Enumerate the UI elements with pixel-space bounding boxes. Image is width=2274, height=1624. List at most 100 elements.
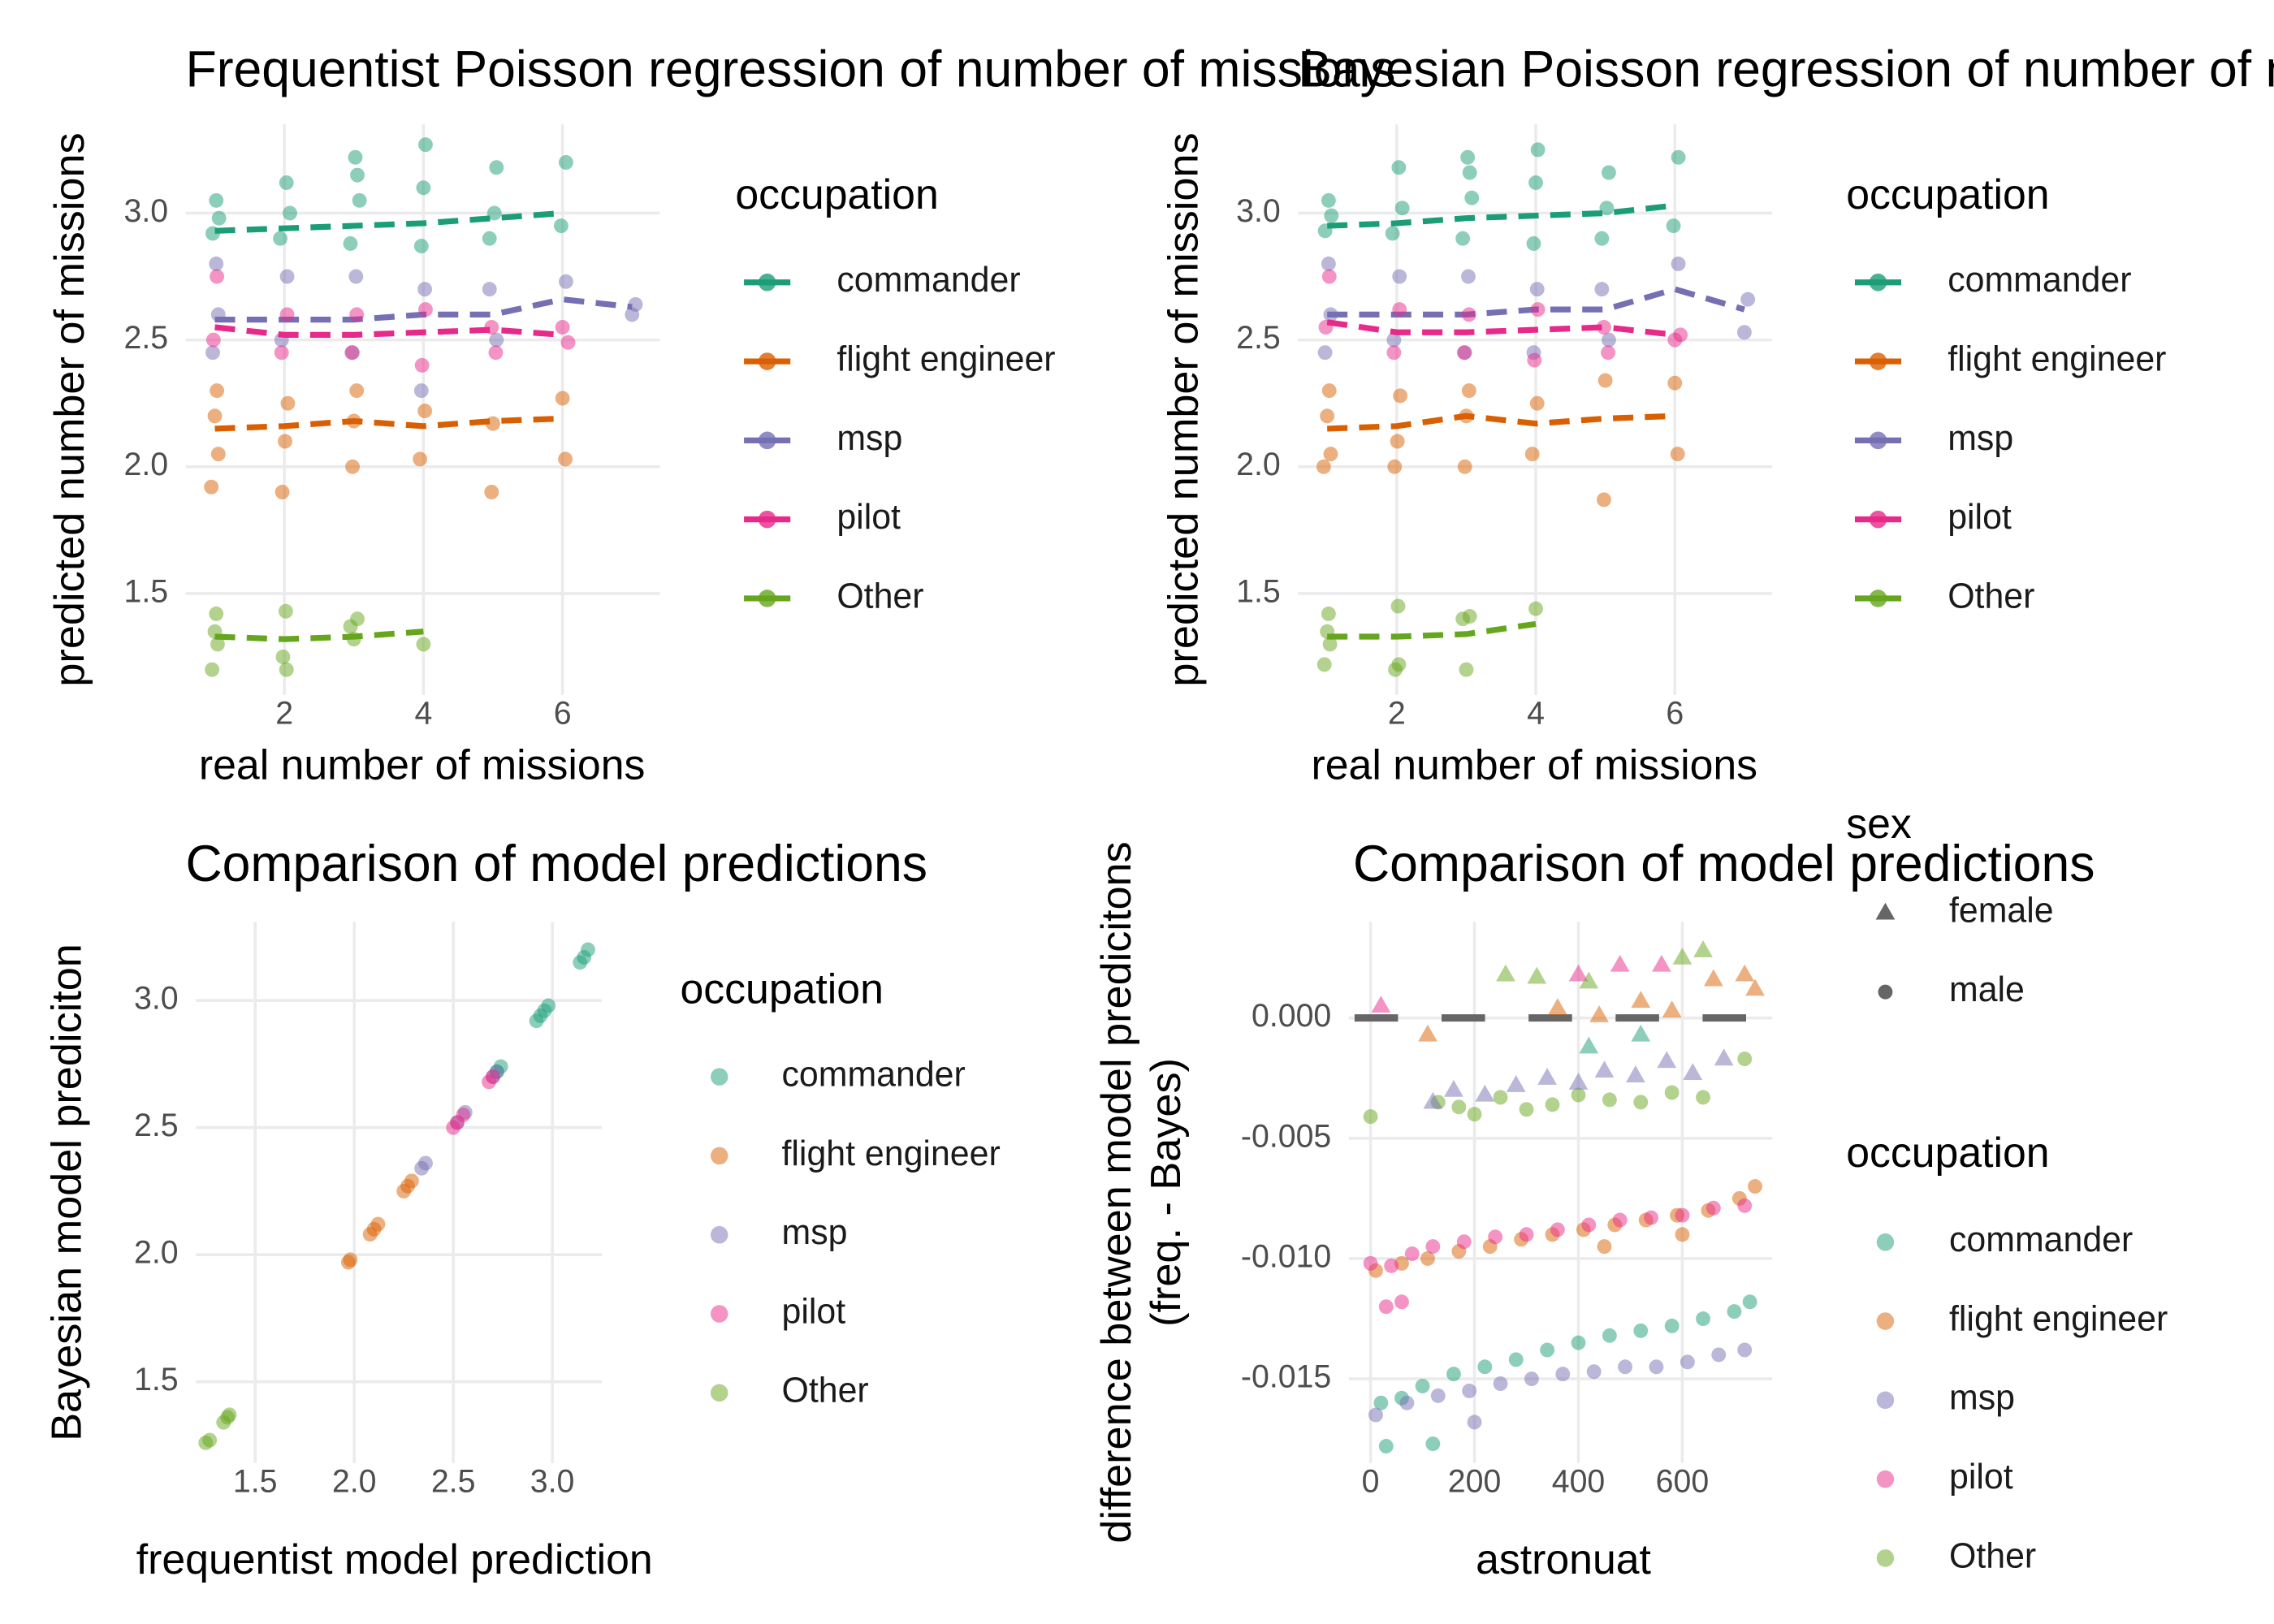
point (1446, 1367, 1461, 1382)
point (278, 434, 292, 449)
point (1462, 165, 1477, 180)
point (1742, 1294, 1757, 1310)
trend-line (214, 415, 563, 432)
point (541, 998, 556, 1013)
legend-key (1876, 1233, 1895, 1251)
point (560, 335, 576, 350)
point (1528, 601, 1543, 616)
legend-key (1869, 431, 1887, 450)
legend-key (758, 352, 776, 370)
point (1378, 1299, 1394, 1315)
legend-label: msp (1949, 1379, 2015, 1418)
point (205, 345, 220, 361)
point (1696, 1311, 1710, 1327)
trend-line (214, 209, 563, 234)
point (1703, 969, 1723, 987)
point (1423, 1091, 1443, 1109)
point (417, 404, 433, 419)
point (1594, 1060, 1615, 1078)
point (1737, 1342, 1753, 1358)
legend-label: flight engineer (782, 1134, 1001, 1173)
y-tick-label: 1.5 (134, 1362, 179, 1397)
point (418, 302, 433, 317)
point (1530, 142, 1546, 158)
point (1528, 175, 1543, 190)
point (1748, 1179, 1762, 1194)
point (350, 611, 365, 627)
x-axis-label: real number of missions (1312, 742, 1758, 789)
point (1321, 383, 1337, 399)
point (211, 210, 227, 226)
legend-key (758, 510, 776, 529)
legend-label: pilot (1948, 498, 2012, 537)
point (1680, 1354, 1695, 1370)
legend-title: occupation (681, 965, 884, 1013)
point (1671, 149, 1686, 165)
point (1706, 1200, 1721, 1216)
point (1420, 1250, 1435, 1266)
legend-label: male (1949, 970, 2025, 1009)
point (1662, 1000, 1682, 1017)
point (1633, 1095, 1649, 1110)
point (1392, 302, 1407, 317)
point (1368, 1407, 1383, 1423)
legend-label: pilot (837, 498, 901, 537)
point (343, 235, 358, 251)
point (222, 1407, 237, 1423)
point (279, 307, 295, 322)
point (1727, 1304, 1742, 1320)
point (1459, 662, 1474, 677)
legend-label: commander (837, 261, 1020, 300)
point (1594, 231, 1610, 246)
y-tick-label: 3.0 (134, 980, 179, 1016)
point (488, 345, 504, 361)
y-tick-label: -0.005 (1241, 1118, 1331, 1154)
point (1599, 201, 1615, 216)
point (1316, 459, 1331, 474)
point (558, 451, 573, 467)
point (1649, 1359, 1664, 1375)
y-tick-label: 2.5 (134, 1108, 179, 1143)
point (1519, 1227, 1534, 1242)
point (1464, 190, 1480, 205)
point (210, 269, 225, 284)
point (1737, 1198, 1753, 1213)
point (344, 345, 360, 361)
point (1631, 1024, 1651, 1042)
chart-title: Comparison of model predictions (1353, 836, 2095, 892)
point (485, 1069, 500, 1085)
point (489, 332, 504, 348)
point (1373, 1395, 1389, 1410)
point (1386, 345, 1402, 361)
point (1461, 307, 1476, 322)
point (1602, 332, 1616, 348)
point (1675, 1207, 1690, 1223)
point (1457, 459, 1472, 474)
point (1589, 1005, 1609, 1022)
point (1529, 395, 1545, 411)
point (1696, 1090, 1710, 1105)
point (1527, 966, 1547, 984)
point (413, 239, 429, 254)
x-tick-label: 200 (1448, 1463, 1502, 1499)
point (1610, 954, 1630, 972)
legend-key (711, 1147, 728, 1165)
point (1693, 940, 1713, 957)
legend-label: female (1949, 892, 2054, 931)
point (202, 1432, 218, 1448)
legend-label: msp (837, 419, 902, 458)
point (1524, 1371, 1539, 1387)
legend-key (1878, 984, 1893, 1000)
point (350, 167, 365, 183)
point (1462, 609, 1477, 624)
point (1597, 373, 1613, 388)
y-axis-label: Bayesian model prediciton (44, 944, 91, 1441)
point (280, 395, 296, 411)
point (1394, 201, 1410, 216)
point (207, 408, 223, 424)
point (581, 942, 595, 957)
legend-key (1876, 1549, 1895, 1567)
point (1626, 1065, 1645, 1082)
x-tick-label: 400 (1552, 1463, 1606, 1499)
legend-label: Other (837, 577, 923, 615)
